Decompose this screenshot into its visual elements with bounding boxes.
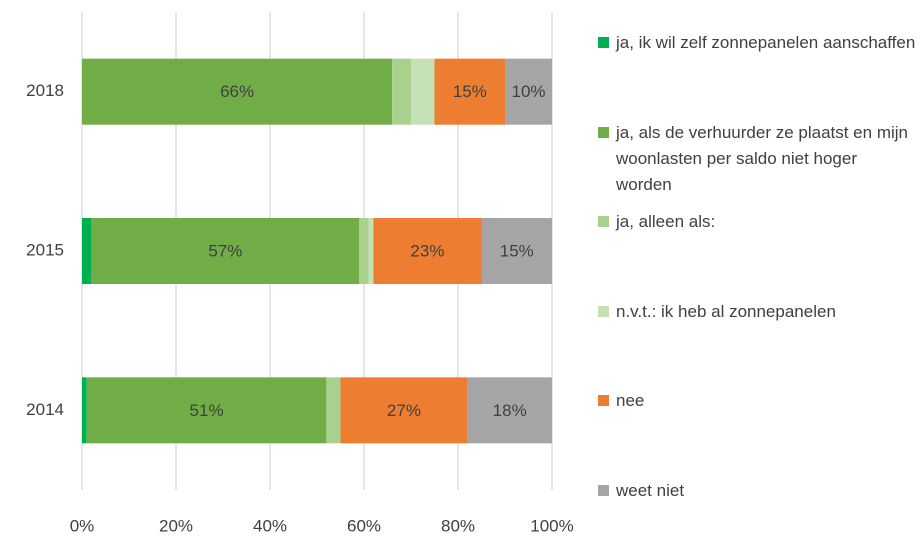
x-tick-label: 0% (70, 516, 95, 535)
legend-swatch (598, 484, 609, 496)
legend-swatch (598, 37, 609, 48)
bar-segment (411, 58, 435, 125)
data-label: 15% (453, 82, 487, 101)
bar-segment (467, 377, 552, 444)
x-tick-label: 60% (347, 516, 381, 535)
data-label: 57% (208, 241, 242, 260)
legend-label: ja, alleen als: (616, 212, 716, 231)
legend-swatch (598, 216, 609, 227)
legend-swatch (598, 305, 609, 317)
bar-segment (91, 218, 360, 284)
legend-item: ja, alleen als: (598, 209, 916, 235)
bar-segment (82, 58, 393, 125)
legend-label: weet niet (616, 480, 685, 500)
bar-segment (481, 218, 552, 284)
legend-label: ja, als de verhuurder ze plaatst en mijn… (616, 122, 908, 194)
data-label: 23% (410, 241, 444, 260)
legend-item: nee (598, 388, 916, 414)
x-tick-label: 20% (159, 516, 193, 535)
bar-segment (82, 218, 92, 284)
y-tick-label: 2015 (26, 240, 64, 259)
data-label: 10% (511, 82, 545, 101)
bar-segment (82, 377, 87, 444)
bar-segment (340, 377, 468, 444)
legend-label: n.v.t.: ik heb al zonnepanelen (616, 301, 836, 321)
y-tick-label: 2018 (26, 81, 64, 100)
x-tick-label: 100% (530, 516, 573, 535)
data-label: 66% (220, 82, 254, 101)
bar-segment (373, 218, 482, 284)
bar-segment (392, 58, 411, 125)
x-tick-label: 40% (253, 516, 287, 535)
y-tick-label: 2014 (26, 400, 64, 419)
legend-swatch (598, 395, 609, 406)
bar-segment (359, 218, 369, 284)
legend-item: n.v.t.: ik heb al zonnepanelen (598, 299, 916, 325)
bar-segment (86, 377, 327, 444)
legend-item: ja, ik wil zelf zonnepanelen aanschaffen (598, 30, 916, 56)
bar-segment (326, 377, 341, 444)
bar-segment (368, 218, 374, 284)
legend-label: ja, ik wil zelf zonnepanelen aanschaffen (616, 33, 916, 52)
legend-label: nee (616, 391, 645, 410)
legend-item: ja, als de verhuurder ze plaatst en mijn… (598, 120, 916, 198)
x-tick-label: 80% (441, 516, 475, 535)
data-label: 15% (500, 241, 534, 260)
bar-segment (505, 58, 552, 125)
data-label: 51% (190, 401, 224, 420)
legend-swatch (598, 126, 609, 138)
legend-item: weet niet (598, 478, 916, 504)
data-label: 27% (387, 401, 421, 420)
data-label: 18% (493, 401, 527, 420)
bar-segment (434, 58, 505, 125)
